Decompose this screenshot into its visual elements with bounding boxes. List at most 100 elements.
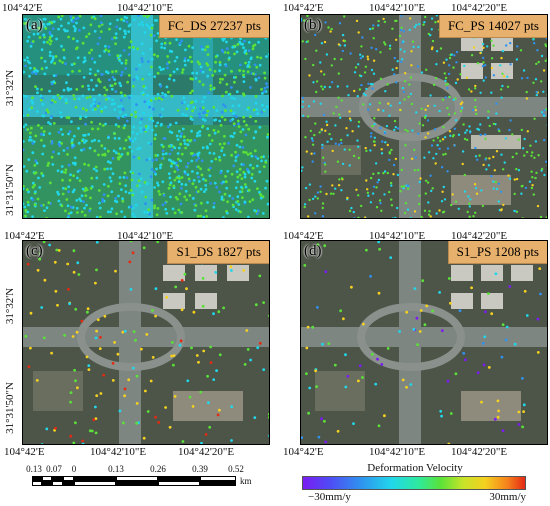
velocity-point (139, 126, 142, 130)
velocity-point (466, 210, 469, 214)
velocity-point (81, 41, 85, 45)
velocity-point (345, 127, 348, 130)
velocity-point (168, 152, 172, 156)
velocity-point (258, 341, 262, 345)
velocity-point (71, 143, 74, 147)
velocity-point (153, 53, 156, 57)
velocity-point (522, 403, 526, 407)
velocity-point (268, 155, 269, 158)
velocity-point (479, 51, 482, 55)
velocity-point (241, 196, 244, 200)
velocity-point (171, 207, 175, 211)
velocity-point (35, 379, 39, 382)
velocity-point (48, 32, 52, 36)
velocity-point (530, 186, 534, 190)
velocity-point (113, 78, 117, 81)
velocity-point (146, 410, 150, 413)
velocity-point (352, 154, 356, 158)
velocity-point (197, 180, 201, 183)
velocity-point (179, 339, 183, 343)
velocity-point (379, 202, 382, 205)
velocity-point (124, 67, 127, 70)
velocity-point (26, 200, 30, 204)
velocity-point (254, 94, 258, 98)
velocity-point (65, 81, 68, 85)
velocity-point (415, 111, 418, 114)
velocity-point (467, 88, 471, 91)
velocity-point (183, 139, 186, 142)
velocity-point (98, 347, 102, 350)
velocity-point (388, 158, 391, 162)
velocity-point (378, 101, 381, 105)
velocity-point (50, 82, 54, 86)
velocity-point (475, 192, 479, 195)
velocity-point (94, 165, 98, 169)
velocity-point (546, 135, 547, 137)
velocity-point (54, 55, 58, 58)
velocity-point (123, 329, 127, 333)
velocity-point (129, 188, 133, 192)
velocity-point (246, 153, 250, 156)
velocity-point (89, 196, 92, 200)
velocity-point (434, 162, 437, 165)
velocity-point (167, 186, 171, 190)
velocity-point (72, 94, 76, 97)
velocity-point (29, 311, 33, 315)
velocity-point (239, 63, 242, 67)
lon-label-bottom-d-3: 104°42'20"E (451, 446, 508, 458)
velocity-point (474, 105, 477, 109)
velocity-point (218, 353, 222, 357)
velocity-point (378, 247, 381, 251)
velocity-point (315, 385, 318, 388)
velocity-point (77, 97, 81, 101)
velocity-point (507, 174, 510, 177)
velocity-point (80, 210, 84, 214)
velocity-point (64, 187, 68, 191)
velocity-point (140, 57, 144, 60)
velocity-point (145, 128, 148, 132)
velocity-point (36, 268, 40, 272)
velocity-point (95, 241, 99, 244)
velocity-point (164, 406, 168, 409)
velocity-point (187, 177, 191, 181)
velocity-point (377, 108, 380, 112)
velocity-point (67, 132, 70, 136)
velocity-point (59, 17, 63, 21)
velocity-point (385, 124, 389, 128)
velocity-point (487, 116, 490, 120)
velocity-point (93, 17, 97, 21)
velocity-point (469, 130, 472, 133)
velocity-point (161, 152, 165, 156)
velocity-point (248, 200, 252, 204)
velocity-point (265, 105, 269, 109)
velocity-point (74, 27, 77, 31)
velocity-point (420, 215, 423, 218)
velocity-point (492, 187, 495, 190)
velocity-point (334, 187, 337, 190)
velocity-point (329, 192, 333, 195)
velocity-point (111, 172, 115, 176)
velocity-point (335, 105, 338, 109)
velocity-point (497, 409, 500, 413)
velocity-point (439, 139, 442, 143)
velocity-point (221, 146, 224, 150)
velocity-point (67, 212, 71, 216)
velocity-point (490, 57, 494, 60)
velocity-point (72, 25, 76, 28)
velocity-point (425, 304, 429, 308)
velocity-point (53, 260, 57, 264)
velocity-point (393, 128, 396, 132)
velocity-point (467, 195, 470, 198)
velocity-point (114, 123, 118, 127)
velocity-point (265, 55, 268, 58)
velocity-point (502, 168, 505, 171)
velocity-point (327, 342, 331, 345)
velocity-point (249, 86, 252, 89)
velocity-point (253, 416, 257, 419)
velocity-point (76, 170, 80, 173)
velocity-point (237, 104, 241, 108)
velocity-point (395, 66, 398, 70)
velocity-point (107, 45, 111, 49)
velocity-point (23, 140, 25, 143)
velocity-point (420, 71, 424, 74)
